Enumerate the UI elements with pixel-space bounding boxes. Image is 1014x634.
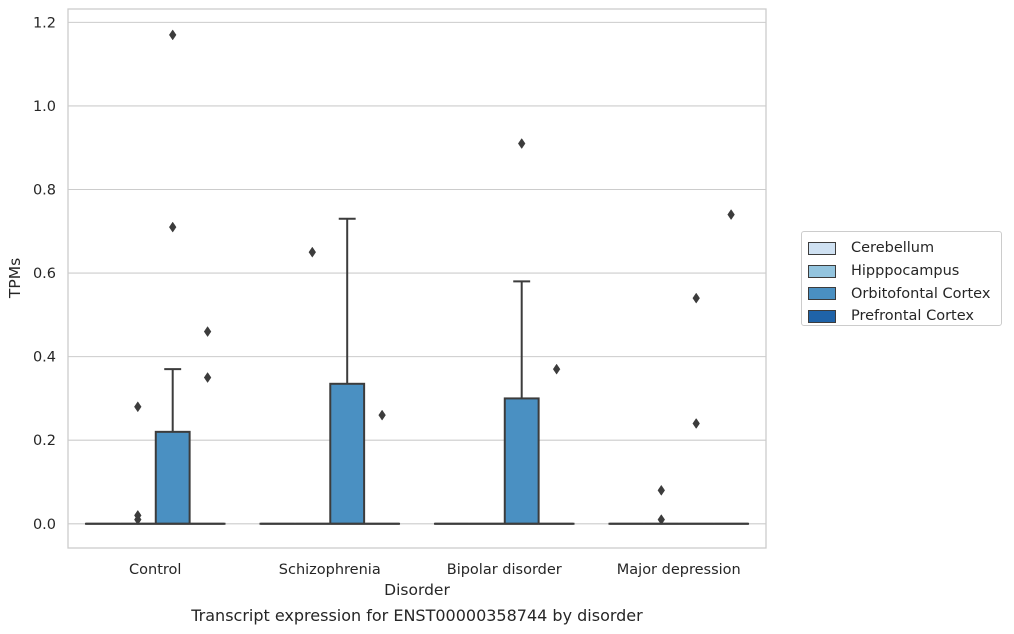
legend-item-prefrontal-cortex: Prefrontal Cortex bbox=[808, 305, 1001, 328]
legend-swatch-prefrontal-cortex bbox=[808, 309, 836, 323]
legend-swatch-orbitofrontal-cortex bbox=[808, 287, 836, 301]
outlier-point bbox=[308, 246, 317, 258]
legend-label-cerebellum: Cerebellum bbox=[851, 240, 935, 257]
outlier-point bbox=[657, 514, 666, 526]
outlier-point bbox=[134, 401, 142, 413]
outlier-point bbox=[692, 292, 700, 304]
x-axis-label: Disorder bbox=[384, 581, 450, 599]
outliers bbox=[134, 29, 735, 526]
outlier-point bbox=[203, 372, 212, 383]
x-tick-label: Bipolar disorder bbox=[447, 562, 562, 578]
legend: Cerebellum Hipppocampus Orbitofontal Cor… bbox=[801, 231, 1002, 326]
y-tick-label: 0.8 bbox=[33, 183, 56, 199]
y-tick-labels: 0.0 0.2 0.4 0.6 0.8 1.0 1.2 bbox=[33, 15, 56, 532]
y-tick-label: 0.0 bbox=[33, 517, 56, 533]
y-tick-label: 0.6 bbox=[33, 266, 56, 282]
y-tick-label: 1.2 bbox=[33, 15, 56, 31]
outlier-point bbox=[657, 484, 666, 496]
outlier-point bbox=[203, 326, 212, 338]
x-tick-labels: Control Schizophrenia Bipolar disorder Majo… bbox=[129, 562, 741, 578]
chart-caption: Transcript expression for ENST0000035874… bbox=[191, 606, 643, 625]
legend-label-prefrontal-cortex: Prefrontal Cortex bbox=[851, 308, 974, 325]
box bbox=[503, 397, 540, 525]
outlier-point bbox=[552, 363, 561, 375]
y-axis-label: TPMs bbox=[6, 258, 24, 299]
legend-item-orbitofrontal-cortex: Orbitofontal Cortex bbox=[808, 282, 1001, 305]
legend-item-cerebellum: Cerebellum bbox=[808, 237, 1001, 260]
x-tick-label: Schizophrenia bbox=[279, 562, 381, 578]
outlier-point bbox=[134, 514, 142, 526]
x-tick-label: Major depression bbox=[617, 562, 741, 578]
y-tick-label: 0.2 bbox=[33, 433, 56, 449]
outlier-point bbox=[692, 418, 700, 429]
y-tick-label: 0.4 bbox=[33, 350, 56, 366]
outlier-point bbox=[378, 409, 386, 421]
outlier-point bbox=[727, 209, 735, 221]
plot-frame bbox=[67, 8, 767, 549]
legend-label-orbitofrontal-cortex: Orbitofontal Cortex bbox=[851, 285, 991, 302]
legend-item-hippocampus: Hipppocampus bbox=[808, 260, 1001, 283]
y-tick-label: 1.0 bbox=[33, 99, 56, 115]
outlier-point bbox=[168, 29, 177, 41]
box bbox=[329, 382, 366, 525]
outlier-point bbox=[168, 221, 177, 233]
legend-swatch-cerebellum bbox=[808, 241, 836, 255]
legend-swatch-hippocampus bbox=[808, 264, 836, 278]
outlier-point bbox=[517, 138, 526, 149]
x-tick-label: Control bbox=[129, 562, 181, 578]
legend-label-hippocampus: Hipppocampus bbox=[851, 263, 960, 280]
box bbox=[154, 430, 191, 525]
boxes bbox=[84, 217, 750, 525]
